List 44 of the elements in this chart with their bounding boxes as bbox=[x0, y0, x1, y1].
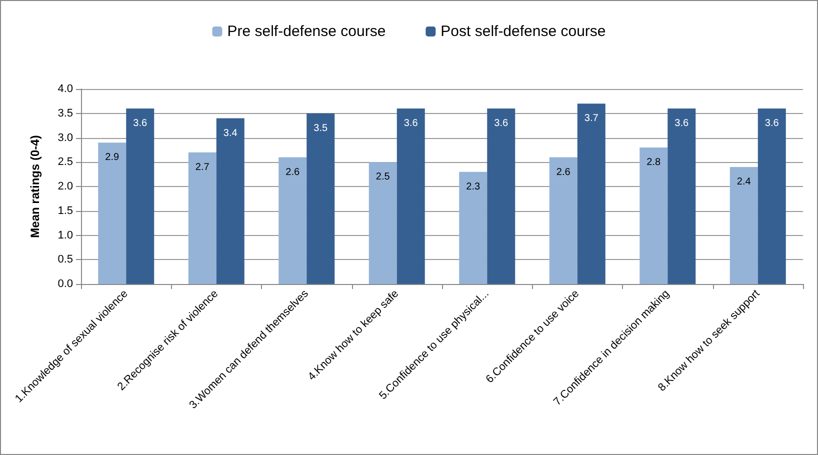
bar bbox=[188, 152, 216, 284]
data-label: 3.6 bbox=[404, 118, 418, 129]
data-label: 2.9 bbox=[105, 152, 120, 164]
legend-label: Post self-defense course bbox=[440, 23, 606, 40]
data-label: 3.4 bbox=[223, 128, 238, 139]
bar bbox=[487, 108, 516, 284]
data-label: 2.8 bbox=[646, 157, 662, 168]
data-label: 2.7 bbox=[195, 162, 210, 173]
bar bbox=[758, 108, 786, 284]
y-tick-label: 2.5 bbox=[58, 156, 73, 168]
y-tick-label: 4.0 bbox=[58, 83, 73, 95]
bar bbox=[98, 142, 126, 284]
data-label: 3.7 bbox=[584, 113, 599, 124]
y-tick-label: 0.0 bbox=[58, 278, 73, 290]
bar bbox=[549, 157, 578, 284]
data-label: 3.6 bbox=[133, 118, 148, 129]
bar bbox=[730, 167, 758, 284]
y-tick-label: 1.5 bbox=[58, 204, 73, 217]
y-tick-label: 0.5 bbox=[58, 254, 73, 266]
data-label: 2.4 bbox=[736, 176, 752, 188]
data-label: 2.6 bbox=[556, 166, 571, 178]
y-axis-title: Mean ratings (0-4) bbox=[28, 135, 42, 238]
data-label: 3.6 bbox=[764, 118, 780, 129]
y-tick-label: 2.0 bbox=[58, 180, 73, 192]
bar bbox=[396, 108, 425, 284]
data-label: 3.6 bbox=[674, 118, 690, 129]
bar bbox=[216, 118, 244, 284]
bar bbox=[577, 104, 606, 284]
y-tick-label: 3.5 bbox=[58, 107, 73, 120]
bar bbox=[668, 108, 696, 284]
y-tick-label: 3.0 bbox=[58, 132, 73, 144]
bar bbox=[368, 162, 397, 284]
data-label: 2.3 bbox=[466, 181, 481, 192]
data-label: 3.6 bbox=[494, 118, 509, 129]
data-label: 2.6 bbox=[286, 166, 300, 178]
bar bbox=[278, 157, 307, 284]
bar bbox=[640, 148, 668, 284]
data-label: 2.5 bbox=[376, 172, 390, 183]
bar bbox=[459, 172, 488, 284]
bar bbox=[306, 113, 335, 284]
data-label: 3.5 bbox=[314, 122, 328, 134]
y-tick-label: 1.0 bbox=[58, 229, 73, 242]
bar bbox=[126, 108, 154, 284]
legend-label: Pre self-defense course bbox=[227, 23, 386, 40]
